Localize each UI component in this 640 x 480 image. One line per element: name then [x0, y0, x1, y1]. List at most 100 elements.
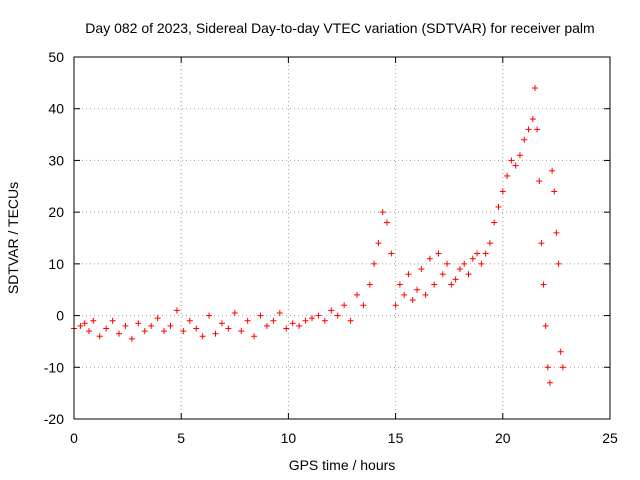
data-point — [135, 320, 142, 327]
data-point — [90, 317, 97, 324]
grid-layer — [74, 57, 610, 419]
data-point — [231, 309, 238, 316]
data-point — [302, 317, 309, 324]
data-point — [96, 333, 103, 340]
data-point — [531, 85, 538, 92]
data-point — [508, 157, 515, 164]
data-point — [401, 291, 408, 298]
data-point — [546, 379, 553, 386]
data-point — [439, 271, 446, 278]
data-point — [360, 302, 367, 309]
y-tick-label: 30 — [48, 152, 64, 168]
data-point — [341, 302, 348, 309]
data-point — [122, 322, 129, 329]
data-point — [315, 312, 322, 319]
data-point — [536, 178, 543, 185]
data-point — [289, 320, 296, 327]
data-point — [180, 328, 187, 335]
data-point — [193, 325, 200, 332]
x-tick-label: 0 — [70, 430, 78, 446]
data-point — [516, 152, 523, 159]
data-point — [173, 307, 180, 314]
x-tick-label: 25 — [602, 430, 618, 446]
data-point — [444, 260, 451, 267]
data-point — [426, 255, 433, 262]
data-point — [540, 281, 547, 288]
data-point — [544, 364, 551, 371]
data-point — [435, 250, 442, 257]
data-point — [474, 250, 481, 257]
data-point — [328, 307, 335, 314]
data-point — [396, 281, 403, 288]
data-point — [199, 333, 206, 340]
data-point — [392, 302, 399, 309]
data-point — [452, 276, 459, 283]
x-tick-label: 15 — [388, 430, 404, 446]
data-point — [512, 162, 519, 169]
y-tick-label: 0 — [56, 308, 64, 324]
data-point — [469, 255, 476, 262]
y-tick-label: 50 — [48, 49, 64, 65]
data-point — [551, 188, 558, 195]
data-point — [555, 260, 562, 267]
data-point — [283, 325, 290, 332]
data-points-layer — [71, 85, 566, 386]
data-point — [263, 322, 270, 329]
data-point — [206, 312, 213, 319]
data-point — [375, 240, 382, 247]
y-tick-label: 20 — [48, 204, 64, 220]
data-point — [270, 317, 277, 324]
data-point — [103, 325, 110, 332]
data-point — [225, 325, 232, 332]
data-point — [538, 240, 545, 247]
data-point — [384, 219, 391, 226]
data-point — [534, 126, 541, 133]
data-point — [478, 260, 485, 267]
y-tick-label: 40 — [48, 101, 64, 117]
data-point — [81, 320, 88, 327]
data-point — [238, 328, 245, 335]
data-point — [354, 291, 361, 298]
data-point — [86, 328, 93, 335]
data-point — [418, 266, 425, 273]
data-point — [154, 315, 161, 322]
data-point — [549, 167, 556, 174]
data-point — [504, 172, 511, 179]
data-point — [321, 317, 328, 324]
data-point — [161, 328, 168, 335]
data-point — [461, 260, 468, 267]
y-axis-label: SDTVAR / TECUs — [5, 182, 21, 294]
data-point — [334, 312, 341, 319]
data-point — [456, 266, 463, 273]
ticks-layer: 0 5 10 15 20 25 -20 -10 0 10 20 30 40 50 — [44, 49, 618, 446]
data-point — [414, 286, 421, 293]
data-point — [212, 330, 219, 337]
data-point — [499, 188, 506, 195]
data-point — [371, 260, 378, 267]
data-point — [379, 209, 386, 216]
data-point — [486, 240, 493, 247]
data-point — [495, 203, 502, 210]
data-point — [218, 320, 225, 327]
data-point — [409, 297, 416, 304]
data-point — [553, 229, 560, 236]
data-point — [167, 322, 174, 329]
data-point — [244, 317, 251, 324]
data-point — [296, 322, 303, 329]
data-point — [276, 309, 283, 316]
chart-title: Day 082 of 2023, Sidereal Day-to-day VTE… — [85, 20, 594, 36]
data-point — [491, 219, 498, 226]
data-point — [366, 281, 373, 288]
data-point — [186, 317, 193, 324]
data-point — [431, 281, 438, 288]
x-tick-label: 20 — [495, 430, 511, 446]
data-point — [128, 335, 135, 342]
data-point — [347, 317, 354, 324]
data-point — [521, 136, 528, 143]
y-tick-label: -10 — [44, 359, 64, 375]
data-point — [257, 312, 264, 319]
data-point — [308, 315, 315, 322]
data-point — [482, 250, 489, 257]
